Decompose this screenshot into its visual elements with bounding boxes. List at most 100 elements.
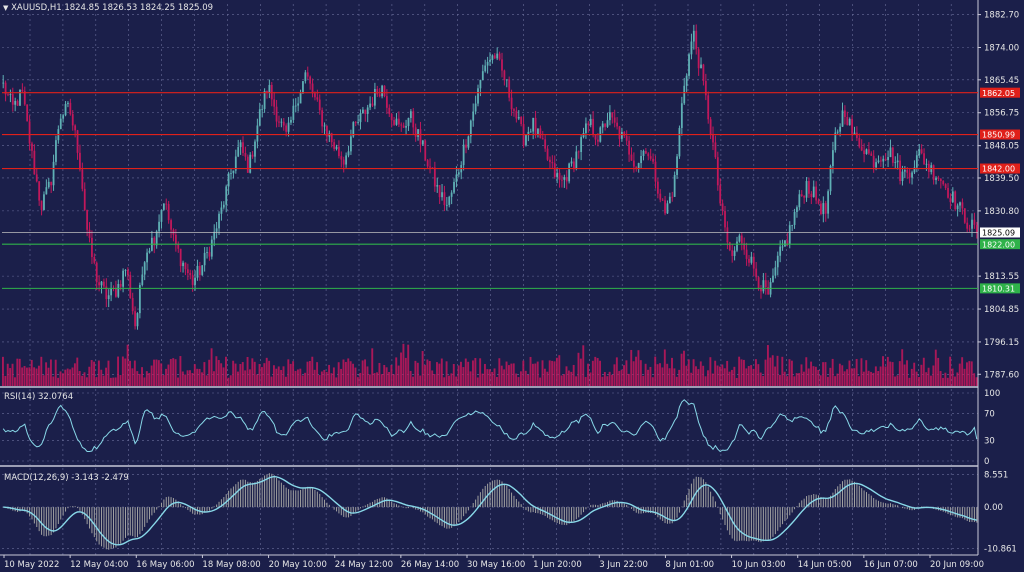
chart-menu-triangle-icon[interactable]: ▼ [3, 4, 9, 12]
candle-body [21, 89, 24, 92]
volume-bar [428, 361, 431, 386]
volume-bar [340, 368, 343, 386]
volume-bar [445, 361, 448, 386]
candle-body [352, 122, 355, 137]
volume-bar [726, 360, 729, 386]
candle-body [16, 101, 19, 106]
volume-bar [836, 373, 839, 386]
candle-body [103, 281, 105, 287]
candle-body [285, 125, 288, 132]
candle-body [846, 116, 849, 126]
candle-body [937, 177, 940, 179]
volume-bar [886, 356, 889, 386]
volume-bar [404, 357, 407, 386]
volume-bar [740, 359, 743, 386]
candle-body [258, 109, 261, 126]
volume-bar [440, 358, 443, 386]
volume-bar [45, 362, 48, 386]
volume-bar [93, 361, 96, 386]
volume-bar [18, 358, 21, 386]
candle-body [721, 203, 724, 211]
volume-bar [308, 361, 311, 386]
candle-body [889, 147, 892, 158]
volume-bar [47, 367, 50, 386]
time-axis-label: 10 May 2022 [4, 560, 59, 570]
volume-bar [184, 374, 187, 386]
volume-bar [783, 371, 786, 386]
candle-body [719, 185, 722, 204]
candle-body [872, 155, 875, 168]
volume-bar [728, 371, 731, 386]
candle-body [232, 170, 235, 174]
candle-body [141, 274, 144, 285]
candle-body [244, 152, 247, 157]
rsi-axis-label: 0 [984, 457, 989, 467]
candle-body [697, 49, 700, 69]
volume-bar [747, 366, 750, 386]
candle-body [448, 196, 451, 205]
volume-bar [949, 356, 952, 386]
candle-body [851, 118, 854, 134]
candle-body [122, 270, 125, 287]
candle-body [589, 118, 592, 125]
volume-bar [795, 373, 798, 386]
candle-body [88, 229, 91, 238]
candle-body [376, 88, 379, 95]
candle-body [472, 111, 475, 121]
candle-body [951, 191, 954, 203]
candle-body [647, 153, 650, 157]
candle-body [146, 252, 148, 263]
candle-body [206, 252, 208, 253]
candle-body [170, 220, 172, 230]
volume-bar [733, 366, 736, 386]
volume-bar [289, 363, 292, 386]
candle-body [225, 186, 228, 205]
candle-body [709, 119, 712, 135]
volume-bar [174, 359, 177, 386]
candle-body [462, 144, 465, 166]
volume-bar [939, 371, 942, 386]
volume-bar [78, 371, 81, 386]
time-axis-label: 8 Jun 01:00 [665, 560, 714, 570]
candle-body [714, 142, 717, 158]
volume-bar [112, 377, 115, 386]
volume-bar [575, 376, 578, 386]
candle-body [568, 163, 571, 182]
volume-bar [392, 374, 395, 386]
candle-body [222, 204, 225, 208]
volume-bar [448, 375, 450, 386]
candle-body [788, 225, 791, 244]
candle-body [963, 208, 966, 223]
volume-bar [714, 360, 717, 386]
volume-bar [126, 344, 129, 386]
volume-bar [937, 357, 940, 386]
volume-bar [841, 365, 844, 386]
candle-body [203, 252, 206, 266]
price-axis-label: 1813.55 [984, 272, 1019, 282]
volume-bar [160, 363, 163, 386]
candle-body [373, 88, 376, 106]
volume-bar [59, 371, 62, 386]
candle-body [592, 118, 595, 135]
volume-bar [647, 369, 649, 386]
volume-bar [21, 367, 24, 386]
candle-body [712, 134, 714, 143]
candle-body [678, 127, 681, 157]
volume-bar [970, 361, 973, 386]
candle-body [210, 239, 213, 257]
volume-bar [258, 363, 261, 386]
resistance-price-label-bg [980, 163, 1020, 174]
candle-body [282, 121, 285, 126]
volume-bar [325, 371, 328, 386]
candle-body [292, 105, 295, 120]
candle-body [537, 128, 539, 134]
volume-bar [373, 373, 376, 386]
volume-bar [630, 349, 633, 386]
candle-body [469, 120, 472, 137]
candle-body [198, 265, 201, 275]
candle-body [388, 107, 391, 114]
candle-body [824, 203, 827, 214]
candle-body [800, 194, 803, 197]
candle-body [7, 94, 9, 96]
